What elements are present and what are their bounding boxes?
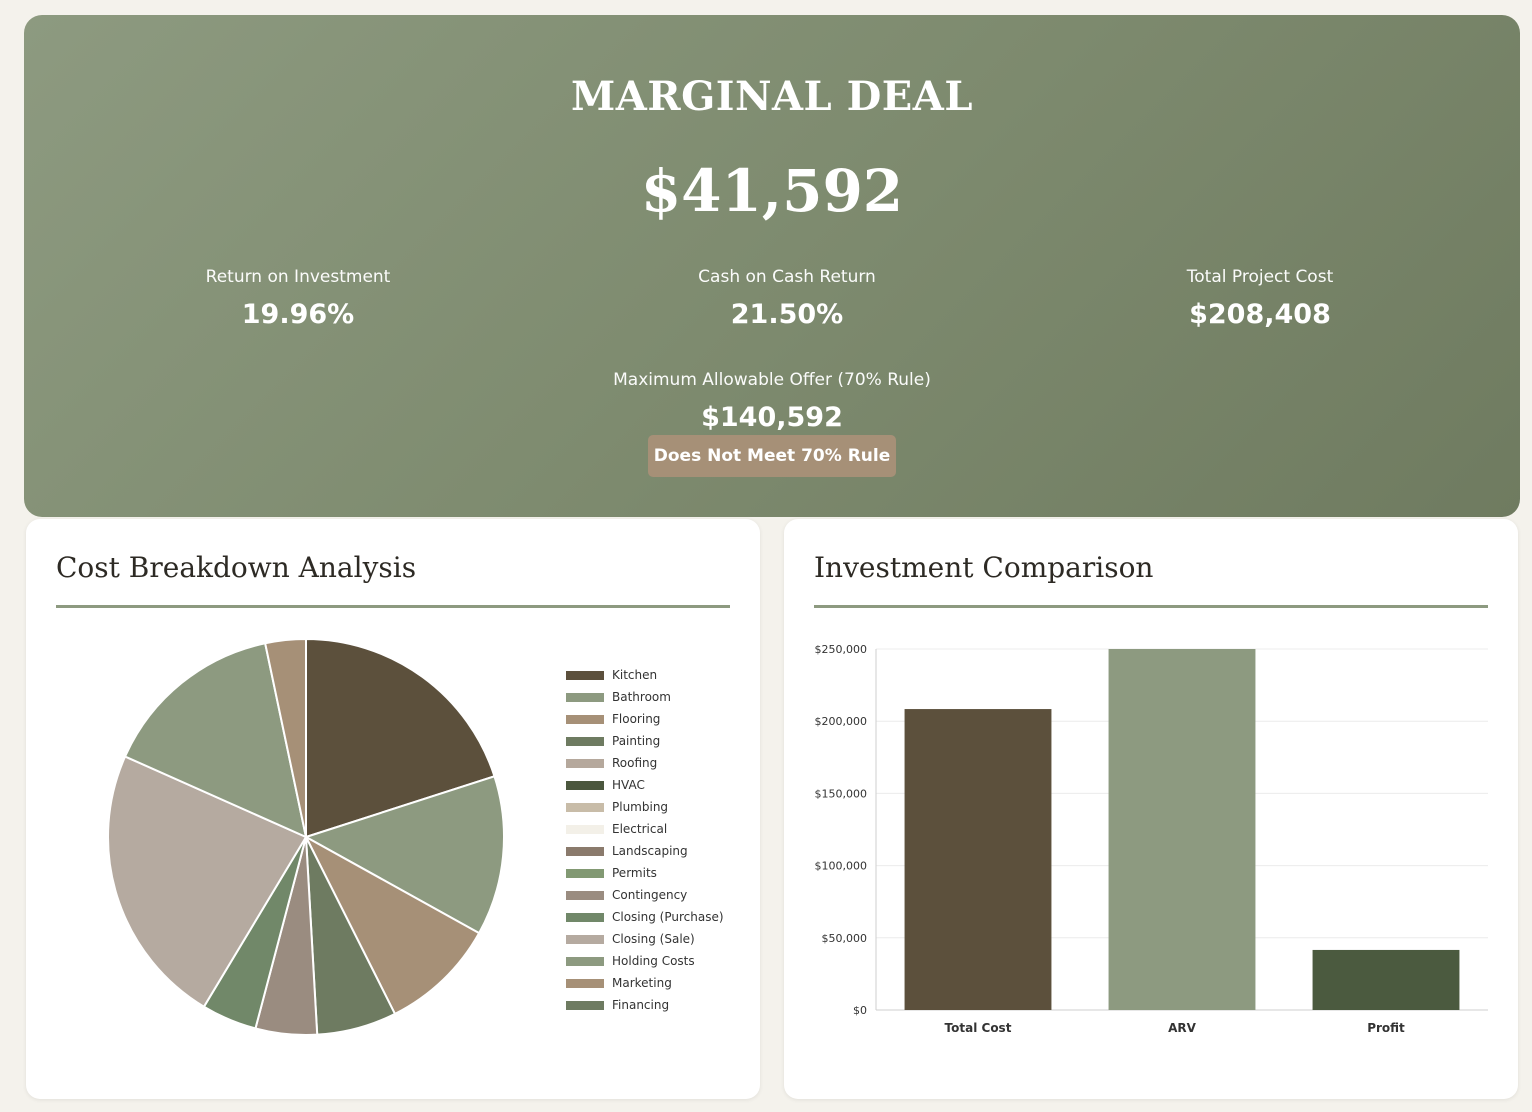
legend-swatch [566, 670, 604, 680]
mao-metric: Maximum Allowable Offer (70% Rule) $140,… [572, 370, 972, 433]
bar-arv[interactable] [1108, 649, 1256, 1010]
legend-label: Holding Costs [612, 954, 695, 968]
legend-label: HVAC [612, 778, 645, 792]
legend-label: Flooring [612, 712, 661, 726]
legend-swatch [566, 978, 604, 988]
y-tick-label: $0 [853, 1004, 867, 1017]
legend-item-contingency[interactable]: Contingency [566, 884, 724, 906]
y-tick-label: $250,000 [815, 643, 868, 656]
legend-item-closing-sale[interactable]: Closing (Sale) [566, 928, 724, 950]
legend-item-holding-costs[interactable]: Holding Costs [566, 950, 724, 972]
y-tick-label: $100,000 [815, 860, 868, 873]
legend-label: Closing (Sale) [612, 932, 695, 946]
legend-item-kitchen[interactable]: Kitchen [566, 664, 724, 686]
legend-item-landscaping[interactable]: Landscaping [566, 840, 724, 862]
legend-swatch [566, 736, 604, 746]
legend-label: Electrical [612, 822, 668, 836]
legend-label: Financing [612, 998, 670, 1012]
legend-item-electrical[interactable]: Electrical [566, 818, 724, 840]
legend-swatch [566, 956, 604, 966]
legend-item-roofing[interactable]: Roofing [566, 752, 724, 774]
pie-slice-holding-costs[interactable] [123, 642, 308, 839]
legend-label: Marketing [612, 976, 672, 990]
legend-swatch [566, 824, 604, 834]
legend-label: Permits [612, 866, 657, 880]
total-cost-label: Total Project Cost [1186, 267, 1334, 287]
investment-comparison-card: Investment Comparison $0 $50,000 $100,000 $… [784, 519, 1518, 1099]
rule-status-badge: Does Not Meet 70% Rule [648, 435, 896, 477]
legend-label: Closing (Purchase) [612, 910, 724, 924]
legend-swatch [566, 890, 604, 900]
coc-value: 21.50% [730, 299, 844, 330]
roi-metric: Return on Investment 19.96% [98, 267, 498, 330]
profit-amount: $41,592 [640, 157, 904, 225]
legend-swatch [566, 868, 604, 878]
legend-label: Roofing [612, 756, 658, 770]
title-divider [814, 605, 1488, 608]
pie-slice-closing-sale[interactable] [107, 755, 308, 1009]
y-tick-label: $150,000 [815, 787, 868, 800]
legend-item-plumbing[interactable]: Plumbing [566, 796, 724, 818]
legend-swatch [566, 846, 604, 856]
deal-verdict: MARGINAL DEAL [571, 73, 973, 120]
pie-slice-marketing[interactable] [263, 637, 307, 838]
x-tick-label: Profit [1367, 1021, 1405, 1035]
legend-item-closing-purchase[interactable]: Closing (Purchase) [566, 906, 724, 928]
legend-swatch [566, 758, 604, 768]
legend-label: Plumbing [612, 800, 669, 814]
coc-metric: Cash on Cash Return 21.50% [587, 267, 987, 330]
cost-pie-chart [107, 637, 505, 1036]
y-tick-label: $50,000 [822, 932, 868, 945]
roi-value: 19.96% [241, 299, 355, 330]
legend-item-permits[interactable]: Permits [566, 862, 724, 884]
title-divider [56, 605, 730, 608]
legend-swatch [566, 692, 604, 702]
y-tick-label: $200,000 [815, 715, 868, 728]
mao-value: $140,592 [701, 402, 843, 433]
pie-slice-flooring[interactable] [303, 834, 481, 1016]
legend-item-flooring[interactable]: Flooring [566, 708, 724, 730]
legend-label: Kitchen [612, 668, 658, 682]
legend-label: Landscaping [612, 844, 688, 858]
x-tick-label: Total Cost [945, 1021, 1012, 1035]
legend-label: Bathroom [612, 690, 671, 704]
total-cost-value: $208,408 [1189, 299, 1331, 330]
roi-label: Return on Investment [205, 267, 391, 287]
legend-item-hvac[interactable]: HVAC [566, 774, 724, 796]
investment-comparison-title: Investment Comparison [814, 551, 1154, 584]
cost-breakdown-title: Cost Breakdown Analysis [56, 551, 417, 584]
bar-profit[interactable] [1312, 949, 1460, 1010]
bar-total-cost[interactable] [904, 709, 1052, 1010]
investment-bar-chart: $0 $50,000 $100,000 $150,000 $200,000 $250,00… [815, 643, 1488, 1035]
legend-item-financing[interactable]: Financing [566, 994, 724, 1016]
pie-slice-kitchen[interactable] [305, 637, 496, 839]
total-cost-metric: Total Project Cost $208,408 [1060, 267, 1460, 330]
legend-item-bathroom[interactable]: Bathroom [566, 686, 724, 708]
cost-breakdown-card: Cost Breakdown Analysis Kitchen Bathroom F… [26, 519, 760, 1099]
pie-slice-bathroom[interactable] [303, 775, 505, 935]
legend-swatch [566, 714, 604, 724]
legend-swatch [566, 1000, 604, 1010]
legend-swatch [566, 934, 604, 944]
legend-label: Painting [612, 734, 661, 748]
legend-swatch [566, 780, 604, 790]
x-tick-label: ARV [1168, 1021, 1197, 1035]
legend-swatch [566, 912, 604, 922]
deal-summary-panel: MARGINAL DEAL $41,592 Return on Investme… [24, 15, 1520, 517]
pie-legend: Kitchen Bathroom Flooring Painting Roofing HV… [566, 664, 724, 1016]
legend-item-painting[interactable]: Painting [566, 730, 724, 752]
legend-swatch [566, 802, 604, 812]
legend-label: Contingency [612, 888, 688, 902]
mao-label: Maximum Allowable Offer (70% Rule) [613, 370, 931, 390]
legend-item-marketing[interactable]: Marketing [566, 972, 724, 994]
coc-label: Cash on Cash Return [698, 267, 876, 287]
